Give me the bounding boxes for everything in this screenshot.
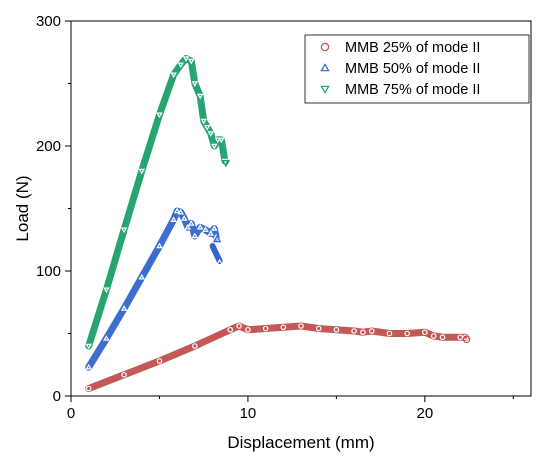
data-point xyxy=(121,371,127,378)
data-point xyxy=(221,158,229,165)
x-tick-label: 0 xyxy=(67,405,75,422)
legend-marker xyxy=(320,63,330,72)
data-point xyxy=(170,72,177,79)
data-point xyxy=(245,326,251,333)
series-end-marker xyxy=(462,335,471,344)
series-2-fragment xyxy=(209,243,224,266)
y-tick-label: 300 xyxy=(36,13,61,30)
legend-item: MMB 25% of mode II xyxy=(320,40,480,56)
series-line xyxy=(85,55,229,350)
data-point xyxy=(214,137,222,144)
series-line-fragment xyxy=(209,243,223,264)
data-point xyxy=(207,230,215,236)
data-point xyxy=(173,207,181,214)
data-point xyxy=(138,168,146,175)
data-point xyxy=(182,56,190,62)
data-point xyxy=(138,273,146,280)
y-axis-title: Load (N) xyxy=(13,175,32,241)
data-point xyxy=(333,326,340,333)
data-point xyxy=(188,220,195,226)
data-point xyxy=(203,125,211,131)
data-point xyxy=(177,208,184,215)
data-point xyxy=(120,305,128,311)
data-point xyxy=(218,137,225,144)
data-point xyxy=(120,227,128,234)
y-tick-label: 200 xyxy=(36,138,61,155)
y-tick-label: 100 xyxy=(36,263,61,280)
x-tick-label: 10 xyxy=(240,405,257,422)
data-point xyxy=(386,330,393,337)
data-point xyxy=(188,58,195,65)
data-point xyxy=(196,223,204,230)
legend-marker xyxy=(320,42,330,52)
legend-item: MMB 75% of mode II xyxy=(320,82,480,98)
data-point xyxy=(280,324,287,331)
data-point xyxy=(211,143,218,150)
data-point xyxy=(156,112,163,119)
data-point xyxy=(298,323,304,329)
data-point xyxy=(85,385,92,392)
data-point xyxy=(170,216,177,222)
series-3 xyxy=(85,55,229,350)
data-point xyxy=(430,333,437,339)
x-tick-label: 20 xyxy=(417,405,434,422)
data-point xyxy=(360,329,366,336)
data-point xyxy=(202,226,209,232)
data-point xyxy=(191,232,199,239)
data-point xyxy=(457,334,464,341)
data-point xyxy=(103,335,110,341)
series-end-marker xyxy=(221,160,231,168)
data-point xyxy=(85,343,92,350)
data-point xyxy=(156,358,163,364)
data-point xyxy=(315,325,322,332)
series-2 xyxy=(85,207,220,371)
data-point xyxy=(422,329,428,336)
data-point xyxy=(351,328,357,334)
data-point xyxy=(200,118,207,125)
x-axis-title: Displacement (mm) xyxy=(227,433,374,452)
data-point xyxy=(404,330,410,337)
data-point xyxy=(180,215,188,221)
data-point xyxy=(196,93,204,100)
series-1 xyxy=(85,322,470,392)
data-point xyxy=(85,363,92,370)
legend-box xyxy=(304,34,530,104)
data-point xyxy=(207,131,215,137)
data-point xyxy=(192,343,198,349)
end-marker xyxy=(215,258,224,266)
series-end-marker xyxy=(212,234,222,243)
data-point xyxy=(439,334,446,341)
legend-marker xyxy=(320,85,330,94)
legend-label: MMB 75% of mode II xyxy=(345,82,480,98)
data-point xyxy=(236,323,242,329)
data-point xyxy=(368,328,375,334)
data-point xyxy=(177,62,184,69)
y-tick-label: 0 xyxy=(53,388,61,405)
legend: MMB 25% of mode II MMB 50% of mode II MMB … xyxy=(304,34,530,104)
data-point xyxy=(184,223,192,230)
data-point xyxy=(227,326,234,333)
data-point xyxy=(103,287,110,294)
legend-label: MMB 25% of mode II xyxy=(345,40,480,56)
data-point xyxy=(156,242,163,249)
data-point xyxy=(191,81,199,87)
series-line xyxy=(85,322,470,392)
legend-label: MMB 50% of mode II xyxy=(345,61,480,77)
data-point xyxy=(211,225,218,231)
legend-item: MMB 50% of mode II xyxy=(320,61,480,77)
data-point xyxy=(262,325,269,332)
